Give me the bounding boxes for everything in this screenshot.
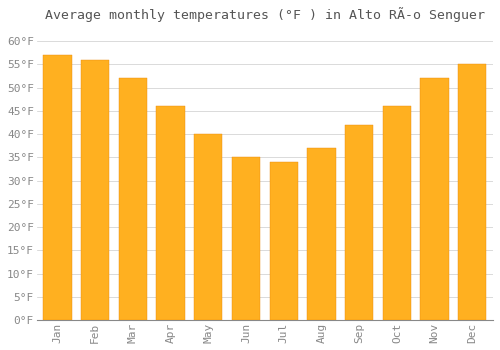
Bar: [270, 162, 298, 320]
Bar: [156, 106, 184, 320]
Title: Average monthly temperatures (°F ) in Alto RÃ­o Senguer: Average monthly temperatures (°F ) in Al…: [45, 7, 485, 22]
Bar: [81, 60, 110, 320]
Bar: [232, 158, 260, 320]
Bar: [345, 125, 374, 320]
Bar: [458, 64, 486, 320]
Bar: [308, 148, 336, 320]
Bar: [382, 106, 411, 320]
Bar: [194, 134, 222, 320]
Bar: [420, 78, 448, 320]
Bar: [44, 55, 72, 320]
Bar: [118, 78, 147, 320]
